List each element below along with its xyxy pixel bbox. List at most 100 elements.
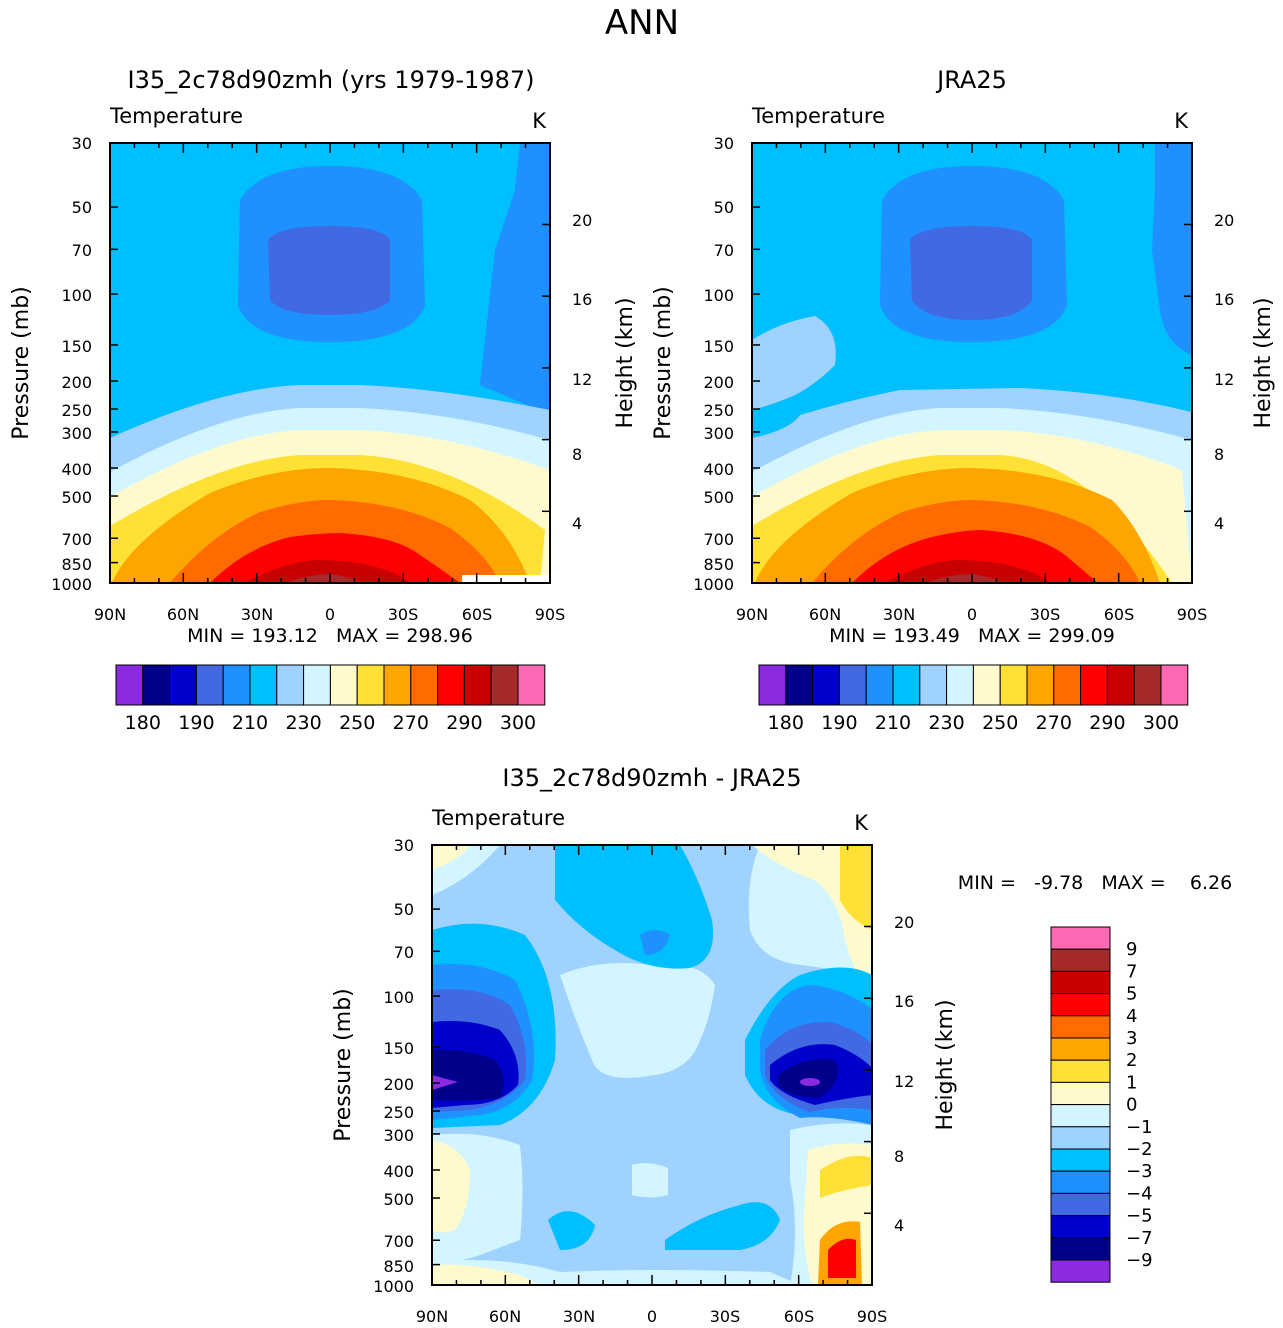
contour-band-minus9-minus7: [432, 1049, 504, 1101]
colorbar-swatch: [1026, 664, 1055, 706]
y-tick-label: 150: [703, 337, 734, 356]
y2-axis-title: Height (km): [1251, 297, 1276, 428]
colorbar-label: 7: [1126, 961, 1137, 982]
y2-axis-title: Height (km): [613, 297, 638, 428]
colorbar-label: −9: [1126, 1250, 1153, 1271]
contour-band-below-minus9: [800, 1078, 820, 1086]
colorbar-label: 9: [1126, 939, 1137, 960]
y-tick-label: 30: [394, 836, 414, 855]
contour-band-0-1: [432, 1264, 540, 1285]
colorbar-label: 250: [982, 712, 1018, 734]
figure-title: ANN: [605, 3, 679, 43]
y2-axis-title: Height (km): [933, 999, 958, 1130]
contour-band-minus1-0: [560, 962, 715, 1078]
y-tick-label: 100: [383, 988, 414, 1007]
colorbar-label: 270: [1036, 712, 1072, 734]
contour-band-0-1: [432, 1140, 470, 1233]
colorbar-swatch: [919, 664, 948, 706]
contour-band-below-minus9: [432, 1075, 458, 1090]
x-axis: 90N 60N 30N 0 30S 60S 90S: [94, 605, 565, 624]
y-tick-label: 400: [383, 1162, 414, 1181]
colorbar-label: −4: [1126, 1183, 1153, 1204]
colorbar-label: 290: [1089, 712, 1125, 734]
colorbar-swatch: [1050, 1037, 1111, 1061]
colorbar-swatch: [169, 664, 197, 706]
colorbar-swatch: [410, 664, 439, 706]
y-tick-label: 200: [703, 373, 734, 392]
x-tick-label: 60S: [784, 1307, 815, 1326]
y-tick-label: 250: [703, 401, 734, 420]
contour-band-295-298: [885, 560, 1050, 583]
x-tick-label: 30S: [388, 605, 419, 624]
contour-band-minus3-minus2: [665, 1202, 780, 1250]
colorbar-swatch: [1133, 664, 1162, 706]
x-tick-label: 90S: [857, 1307, 888, 1326]
panel-model: I35_2c78d90zmh (yrs 1979-1987) Temperatu…: [9, 66, 638, 734]
contour-band-230-240: [752, 316, 836, 410]
y-tick-label: 200: [383, 1075, 414, 1094]
y2-tick-label: 16: [894, 992, 914, 1011]
x-tick-label: 0: [647, 1307, 657, 1326]
colorbar-label: 270: [393, 712, 429, 734]
y-tick-label: 150: [61, 337, 92, 356]
colorbar-label: 180: [125, 712, 161, 734]
contour-band-minus4-minus3: [640, 930, 670, 955]
colorbar-label: 2: [1126, 1050, 1137, 1071]
colorbar-swatch: [1050, 970, 1111, 995]
x-tick-label: 60N: [809, 605, 841, 624]
colorbar-swatch: [383, 664, 412, 706]
y2-tick-label: 16: [572, 290, 592, 309]
x-tick-label: 90N: [94, 605, 126, 624]
y-tick-label: 300: [703, 424, 734, 443]
x-tick-label: 30N: [241, 605, 273, 624]
colorbar-swatch: [1050, 1237, 1111, 1261]
y-tick-label: 70: [394, 943, 414, 962]
y-tick-label: 50: [72, 198, 92, 217]
colorbar-label: 1: [1126, 1072, 1137, 1093]
y2-tick-label: 12: [572, 370, 592, 389]
y-tick-label: 1000: [51, 575, 92, 594]
y-tick-label: 250: [383, 1103, 414, 1122]
colorbar-swatch: [999, 664, 1028, 706]
x-tick-label: 90S: [1177, 605, 1208, 624]
colorbar-label: 3: [1126, 1028, 1137, 1049]
contour-band-minus1-0: [632, 1163, 668, 1198]
colorbar-swatch: [1050, 1081, 1111, 1106]
y-tick-label: 700: [703, 530, 734, 549]
y2-tick-label: 20: [572, 211, 592, 230]
colorbar-swatch: [1050, 1192, 1111, 1217]
colorbar-swatch: [838, 664, 867, 706]
min-max-stats: MIN = 193.12 MAX = 298.96: [187, 625, 473, 647]
y-axis-left: 30 50 70 100 150 200 250 300 400 500 700…: [373, 836, 414, 1296]
colorbar-swatch: [1050, 1059, 1111, 1083]
colorbar-swatch: [972, 664, 1001, 706]
x-tick-label: 30N: [563, 1307, 595, 1326]
colorbar-label: 250: [339, 712, 375, 734]
contour-band-1-2: [820, 1155, 872, 1198]
x-tick-label: 0: [967, 605, 977, 624]
colorbar-label: 4: [1126, 1006, 1137, 1027]
panel-subtitle-left: Temperature: [431, 806, 565, 830]
colorbar-label: 5: [1126, 984, 1137, 1005]
y-tick-label: 100: [703, 286, 734, 305]
colorbar-swatch: [865, 664, 894, 706]
x-tick-label: 60N: [489, 1307, 521, 1326]
y2-tick-label: 8: [1214, 445, 1224, 464]
x-tick-label: 90N: [416, 1307, 448, 1326]
contour-field: [752, 143, 1192, 583]
y-tick-label: 70: [714, 241, 734, 260]
x-axis: 90N 60N 30N 0 30S 60S 90S: [416, 1307, 887, 1326]
y-tick-label: 500: [61, 488, 92, 507]
colorbar-swatch: [329, 664, 358, 706]
y-tick-label: 850: [383, 1257, 414, 1276]
y-tick-label: 1000: [693, 575, 734, 594]
y2-tick-label: 12: [894, 1072, 914, 1091]
units-label: K: [532, 109, 547, 133]
colorbar-swatch: [785, 664, 814, 706]
y-tick-label: 400: [703, 460, 734, 479]
contour-band-0-1: [432, 845, 470, 870]
colorbar-swatch: [812, 664, 840, 706]
colorbar-label: 210: [232, 712, 268, 734]
y-axis-left: 30 50 70 100 150 200 250 300 400 500 700…: [51, 134, 92, 594]
